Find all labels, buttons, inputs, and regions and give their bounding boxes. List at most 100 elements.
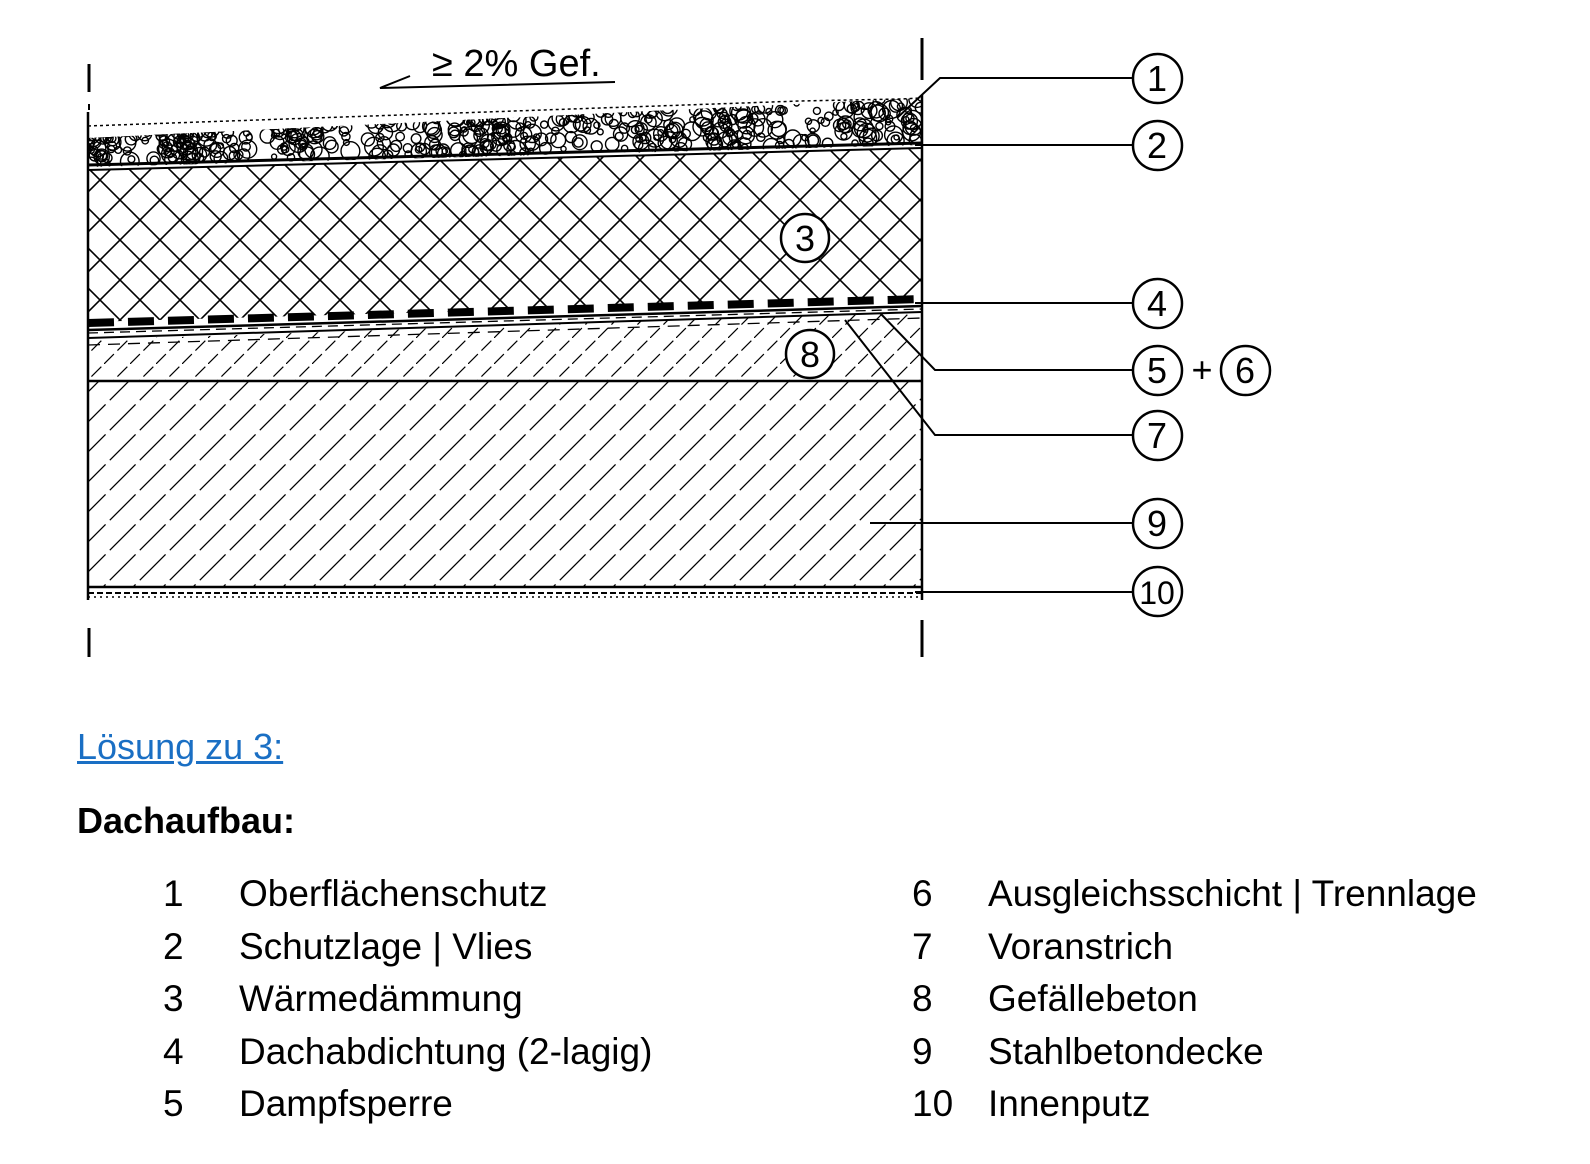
- gravel-stone: [842, 119, 852, 130]
- callout-plus-sign: +: [1191, 349, 1212, 390]
- gravel-stone: [322, 136, 337, 151]
- gravel-stone: [338, 126, 350, 137]
- solution-link[interactable]: Lösung zu 3:: [77, 726, 284, 767]
- gravel-stone: [914, 101, 922, 114]
- roof-section-diagram: ≥ 2% Gef. 3 8 1 2 4 5 + 6: [86, 38, 1272, 657]
- svg-text:7: 7: [1147, 415, 1167, 456]
- legend-number: 1: [163, 873, 184, 915]
- gravel-stone: [101, 123, 116, 139]
- gravel-stone: [860, 102, 878, 120]
- gravel-stone: [596, 128, 604, 136]
- gravel-stone: [482, 139, 494, 152]
- gravel-stone: [554, 104, 567, 117]
- slab-layer: [88, 380, 922, 586]
- layer-marker-8: 8: [784, 328, 836, 380]
- gravel-stone: [626, 119, 645, 139]
- gravel-stone: [119, 151, 140, 167]
- legend-number: 6: [912, 873, 933, 915]
- gravel-stone: [208, 124, 218, 134]
- gravel-stone: [504, 120, 523, 138]
- gravel-stone: [900, 112, 919, 130]
- gravel-stone: [203, 138, 218, 153]
- gravel-stone: [147, 116, 167, 136]
- gravel-stone: [635, 134, 644, 143]
- layer-marker-3: 3: [779, 212, 831, 264]
- legend-item: 4 Dachabdichtung (2-lagig): [163, 1026, 652, 1079]
- gravel-stone: [779, 106, 788, 115]
- gravel-stone: [718, 111, 730, 123]
- gravel-stone: [618, 122, 631, 134]
- svg-text:9: 9: [1147, 503, 1167, 544]
- gravel-stone: [191, 114, 208, 132]
- gravel-stone: [725, 129, 734, 138]
- gravel-stone: [638, 131, 652, 145]
- gravel-stone: [485, 108, 495, 118]
- gravel-stone: [415, 142, 426, 153]
- callout-6: 6: [1219, 344, 1272, 397]
- gravel-stone: [812, 106, 822, 116]
- gravel-stone: [614, 131, 624, 141]
- gravel-stone: [583, 126, 592, 135]
- legend-label: Wärmedämmung: [239, 978, 523, 1020]
- gravel-stone: [306, 128, 323, 145]
- legend-label: Stahlbetondecke: [988, 1030, 1264, 1072]
- gravel-stone: [109, 116, 130, 137]
- callout-5: 5: [1131, 344, 1184, 397]
- callout-9: 9: [1131, 497, 1184, 550]
- gravel-stone: [389, 139, 403, 153]
- gravel-stone: [902, 120, 918, 136]
- gravel-stone: [341, 116, 349, 124]
- gravel-stone: [116, 117, 137, 138]
- legend-item: 2 Schutzlage | Vlies: [163, 921, 652, 974]
- gravel-stone: [564, 130, 578, 144]
- legend-label: Gefällebeton: [988, 978, 1198, 1020]
- gravel-stone: [806, 119, 821, 133]
- legend-number: 2: [163, 925, 184, 967]
- callout-10: 10: [1131, 565, 1184, 618]
- gravel-stone: [240, 141, 251, 152]
- gravel-stone: [154, 117, 173, 136]
- gravel-stone: [297, 110, 316, 129]
- callout-4: 4: [1131, 277, 1184, 330]
- legend-item: 10 Innenputz: [912, 1078, 1477, 1131]
- gravel-stone: [167, 116, 185, 135]
- section-title: Dachaufbau:: [77, 800, 296, 841]
- legend-label: Voranstrich: [988, 925, 1174, 967]
- gravel-stone: [702, 132, 713, 143]
- gravel-stone: [573, 137, 584, 148]
- gravel-stone: [550, 132, 567, 149]
- gravel-stone: [395, 131, 406, 142]
- gravel-stone: [823, 111, 834, 122]
- legend-number: 5: [163, 1083, 184, 1125]
- legend-label: Innenputz: [988, 1083, 1151, 1125]
- gravel-stone: [198, 125, 206, 132]
- gravel-stone: [593, 121, 601, 129]
- legend-number: 3: [163, 978, 184, 1020]
- gravel-stone: [750, 111, 766, 127]
- gravel-stone: [158, 135, 171, 148]
- gravel-stone: [152, 123, 166, 137]
- svg-text:6: 6: [1235, 350, 1255, 391]
- gravel-stone: [104, 128, 116, 139]
- gravel-stone: [147, 123, 157, 133]
- gravel-stone: [418, 142, 431, 156]
- gravel-stone: [287, 118, 299, 130]
- svg-text:4: 4: [1147, 283, 1167, 324]
- legend-item: 5 Dampfsperre: [163, 1078, 652, 1131]
- gravel-top-edge: [87, 97, 923, 127]
- gravel-stone: [582, 117, 600, 135]
- gravel-stone: [901, 122, 922, 142]
- gravel-stone: [341, 131, 351, 142]
- legend-label: Dachabdichtung (2-lagig): [239, 1030, 653, 1072]
- gravel-stone: [804, 117, 813, 126]
- gravel-stone: [97, 127, 109, 138]
- slope-label: ≥ 2% Gef.: [432, 43, 601, 85]
- svg-text:1: 1: [1147, 58, 1167, 99]
- callout-2: 2: [1131, 119, 1184, 172]
- gravel-stone: [441, 147, 449, 155]
- gravel-stone: [269, 134, 285, 150]
- slope-indicator: ≥ 2% Gef.: [379, 43, 616, 89]
- gravel-stone: [285, 115, 297, 127]
- legend-left-column: 1 Oberflächenschutz 2 Schutzlage | Vlies 3…: [163, 868, 652, 1131]
- axis-marks: [87, 38, 924, 657]
